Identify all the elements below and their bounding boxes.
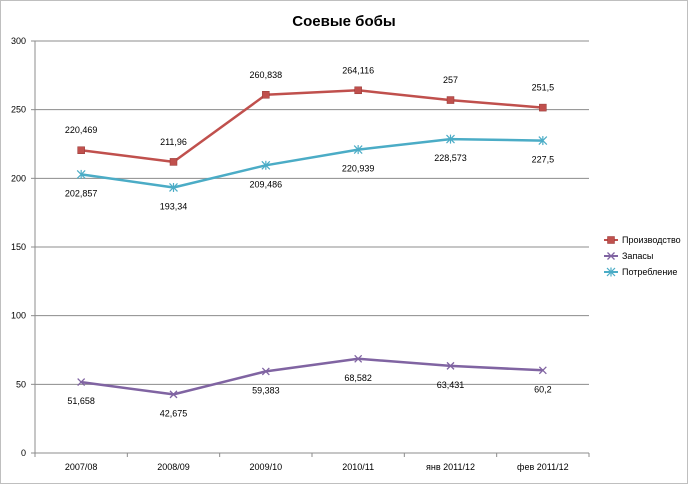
x-tick-label: фев 2011/12: [517, 462, 569, 472]
marker-x: [538, 366, 547, 375]
series-line-3: [81, 137, 543, 189]
axes: 0 50 100 150 200 250 300 2007/08 2008/09 2009/10 2…: [11, 36, 590, 472]
x-tick-label: 2007/08: [65, 462, 98, 472]
marker-square: [354, 86, 362, 95]
data-labels: 220,469 211,96 260,838 264,116 257 251,5 51,65…: [65, 65, 554, 418]
marker-star: [353, 145, 363, 155]
data-label: 211,96: [160, 137, 187, 147]
x-tick-label: 2009/10: [250, 462, 283, 472]
marker-x: [261, 367, 270, 376]
marker-star: [169, 182, 178, 192]
data-label: 209,486: [250, 179, 283, 189]
marker-square: [539, 103, 547, 112]
data-label: 251,5: [532, 83, 555, 93]
legend-label: Запасы: [622, 251, 653, 261]
legend-label: Производство: [622, 235, 681, 245]
data-label: 68,582: [344, 373, 372, 383]
y-tick-label: 0: [21, 448, 26, 458]
marker-square: [77, 146, 85, 154]
series-line-1: [81, 89, 543, 164]
data-label: 220,469: [65, 125, 98, 135]
marker-x: [169, 390, 178, 399]
marker-square: [446, 96, 455, 104]
data-label: 42,675: [160, 408, 188, 418]
marker-x-stroke: [446, 361, 455, 370]
marker-square: [607, 236, 615, 244]
marker-x: [446, 361, 455, 370]
marker-star: [76, 169, 86, 179]
series-line-2: [81, 357, 543, 396]
legend: Производство Запасы Потребление: [604, 235, 681, 277]
grid-lines: [35, 40, 589, 385]
chart-title: Соевые бобы: [292, 13, 395, 30]
data-label: 257: [443, 75, 458, 85]
marker-x: [354, 354, 363, 363]
y-tick-label: 100: [11, 311, 26, 321]
y-tick-label: 300: [11, 36, 26, 46]
marker-x-stroke: [261, 367, 270, 376]
y-tick-label: 50: [16, 379, 26, 389]
x-tick-label: 2008/09: [157, 462, 190, 472]
series-layer: [76, 86, 548, 399]
data-label: 220,939: [342, 164, 375, 174]
marker-x-stroke: [77, 378, 86, 387]
marker-square: [169, 158, 178, 166]
marker-star: [538, 136, 548, 146]
x-tick-label: 2010/11: [342, 462, 374, 472]
data-label: 260,838: [250, 70, 283, 80]
marker-x: [607, 252, 615, 260]
marker-x: [77, 378, 86, 387]
data-label: 60,2: [534, 384, 552, 394]
y-tick-label: 150: [11, 242, 26, 252]
marker-star: [606, 267, 616, 277]
marker-star: [446, 134, 455, 144]
marker-x-stroke: [354, 354, 363, 363]
marker-x-stroke: [607, 252, 615, 260]
data-label: 264,116: [342, 65, 374, 75]
data-label: 202,857: [65, 188, 98, 198]
data-label: 228,573: [434, 153, 467, 163]
marker-star: [261, 160, 271, 170]
y-tick-label: 250: [11, 105, 26, 115]
x-tick-label: янв 2011/12: [426, 462, 475, 472]
marker-x-stroke: [538, 366, 547, 375]
legend-label: Потребление: [622, 267, 677, 277]
data-label: 227,5: [532, 155, 555, 165]
data-label: 63,431: [437, 380, 465, 390]
data-label: 193,34: [160, 201, 188, 211]
data-label: 59,383: [252, 385, 280, 395]
data-label: 51,658: [67, 396, 95, 406]
y-tick-label: 200: [11, 173, 26, 183]
marker-x-stroke: [169, 390, 178, 399]
marker-square: [262, 91, 270, 99]
